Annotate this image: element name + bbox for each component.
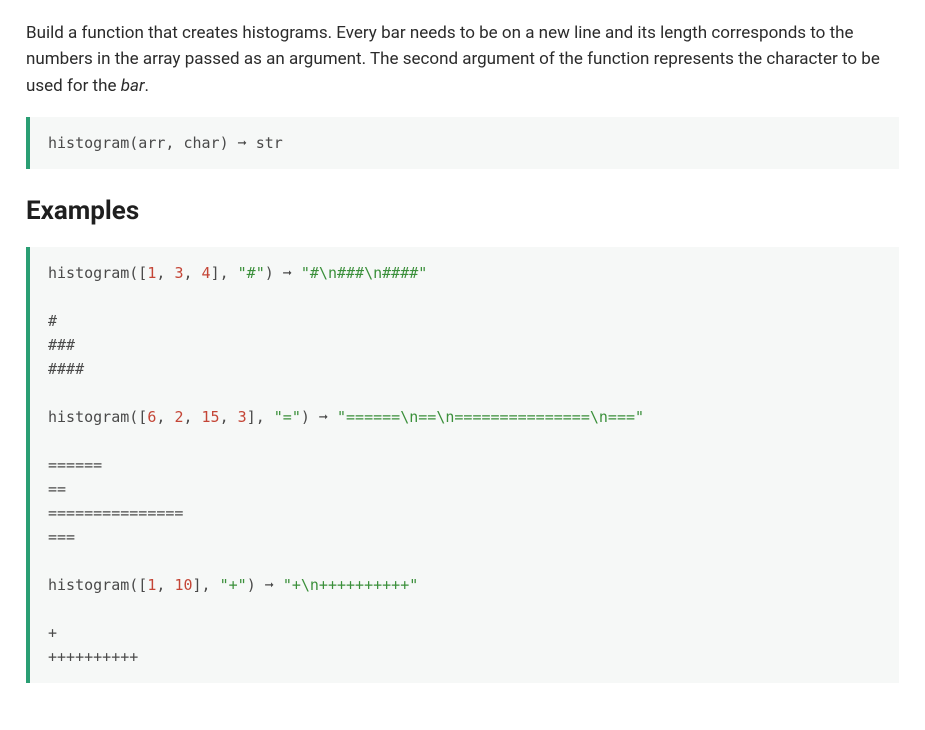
desc-em-bar: bar bbox=[121, 76, 145, 96]
ex2-open: ([ bbox=[129, 408, 147, 426]
sig-args: (arr, char) bbox=[129, 134, 228, 152]
ex2-c3: , bbox=[220, 408, 238, 426]
ex1-c1: , bbox=[156, 264, 174, 282]
ex1-arrow: ➞ bbox=[274, 264, 301, 282]
ex1-fn: histogram bbox=[48, 264, 129, 282]
ex3-vis-2: ++++++++++ bbox=[48, 648, 138, 666]
sig-ret: str bbox=[256, 134, 283, 152]
ex1-open: ([ bbox=[129, 264, 147, 282]
ex1-vis-2: ### bbox=[48, 336, 75, 354]
ex3-paren: ) bbox=[247, 576, 256, 594]
ex3-c1: , bbox=[156, 576, 174, 594]
ex1-n3: 4 bbox=[202, 264, 211, 282]
sig-arrow: ➞ bbox=[229, 134, 256, 152]
desc-text-1: Build a function that creates histograms… bbox=[26, 23, 880, 96]
ex2-c2: , bbox=[183, 408, 201, 426]
signature-block: histogram(arr, char) ➞ str bbox=[26, 117, 899, 169]
ex3-result: "+\n++++++++++" bbox=[283, 576, 418, 594]
ex3-fn: histogram bbox=[48, 576, 129, 594]
ex1-vis-1: # bbox=[48, 312, 57, 330]
ex2-c1: , bbox=[156, 408, 174, 426]
ex2-n4: 3 bbox=[238, 408, 247, 426]
ex1-close: ], bbox=[211, 264, 238, 282]
sig-fn: histogram bbox=[48, 134, 129, 152]
ex3-open: ([ bbox=[129, 576, 147, 594]
problem-description: Build a function that creates histograms… bbox=[26, 20, 899, 99]
ex2-vis-4: === bbox=[48, 528, 75, 546]
ex1-c2: , bbox=[183, 264, 201, 282]
ex2-vis-3: =============== bbox=[48, 504, 183, 522]
ex3-n2: 10 bbox=[174, 576, 192, 594]
ex2-vis-1: ====== bbox=[48, 456, 102, 474]
ex3-arrow: ➞ bbox=[256, 576, 283, 594]
ex2-n3: 15 bbox=[202, 408, 220, 426]
ex1-vis-3: #### bbox=[48, 360, 84, 378]
desc-text-2: . bbox=[145, 76, 149, 96]
ex2-vis-2: == bbox=[48, 480, 66, 498]
ex1-paren: ) bbox=[265, 264, 274, 282]
ex2-arg2: "=" bbox=[274, 408, 301, 426]
ex3-close: ], bbox=[193, 576, 220, 594]
ex1-result: "#\n###\n####" bbox=[301, 264, 427, 282]
ex2-close: ], bbox=[247, 408, 274, 426]
ex2-fn: histogram bbox=[48, 408, 129, 426]
examples-heading: Examples bbox=[26, 191, 899, 231]
ex3-vis-1: + bbox=[48, 624, 57, 642]
examples-block: histogram([1, 3, 4], "#") ➞ "#\n###\n###… bbox=[26, 247, 899, 683]
ex3-arg2: "+" bbox=[220, 576, 247, 594]
ex2-paren: ) bbox=[301, 408, 310, 426]
ex2-result: "======\n==\n===============\n===" bbox=[337, 408, 644, 426]
ex1-arg2: "#" bbox=[238, 264, 265, 282]
ex2-arrow: ➞ bbox=[310, 408, 337, 426]
